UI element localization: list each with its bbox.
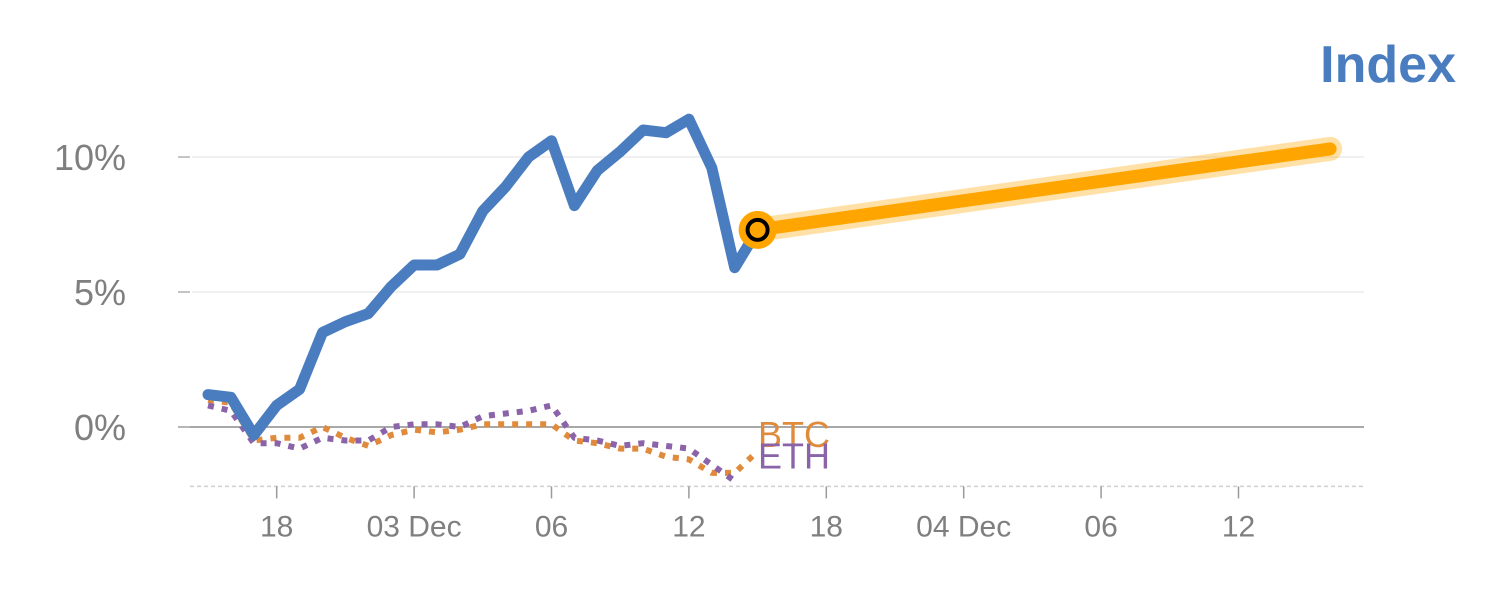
marker-inner bbox=[745, 217, 770, 242]
axis-layer: 0% 5% 10% 18 03 Dec 06 12 18 04 Dec 06 12 bbox=[54, 137, 1364, 543]
x-tick-label: 06 bbox=[535, 510, 568, 543]
x-tick-label: 18 bbox=[810, 510, 843, 543]
series-line-btc bbox=[207, 397, 760, 476]
x-tick-label: 06 bbox=[1084, 510, 1117, 543]
series-line-index bbox=[202, 113, 764, 441]
x-tick-label: 03 Dec bbox=[367, 510, 462, 543]
y-tick-label: 5% bbox=[74, 272, 126, 313]
series-layer bbox=[202, 113, 1343, 484]
chart-title: Index bbox=[1320, 36, 1456, 94]
x-tick-label: 12 bbox=[1222, 510, 1255, 543]
x-tick-label: 18 bbox=[260, 510, 293, 543]
y-tick-label: 10% bbox=[54, 137, 126, 178]
x-tick-label: 04 Dec bbox=[916, 510, 1011, 543]
x-tick-label: 12 bbox=[672, 510, 705, 543]
series-line-eth bbox=[207, 402, 737, 484]
grid-layer bbox=[178, 156, 1364, 428]
series-label-btc: BTC bbox=[758, 414, 830, 455]
y-tick-label: 0% bbox=[74, 407, 126, 448]
marker-outer bbox=[738, 210, 777, 249]
series-line-projection bbox=[751, 142, 1337, 237]
series-label-eth: ETH bbox=[758, 436, 830, 477]
